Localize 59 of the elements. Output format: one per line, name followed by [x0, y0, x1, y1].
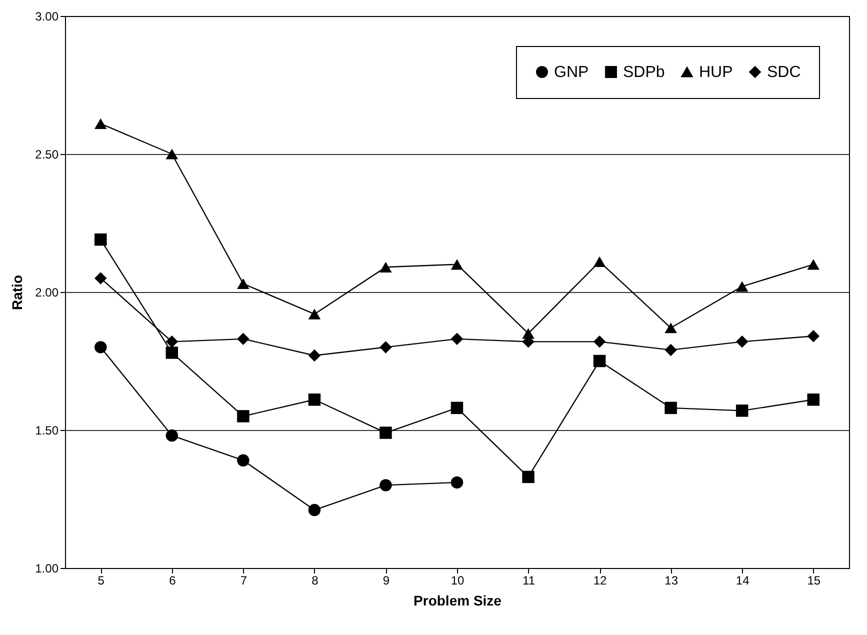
- point: [166, 336, 178, 348]
- x-tick-label: 8: [312, 574, 319, 588]
- point: [166, 346, 178, 359]
- y-tick-label: 1.50: [35, 424, 59, 438]
- y-axis-title: Ratio: [9, 275, 26, 310]
- x-tick-label: 15: [807, 574, 821, 588]
- point: [736, 281, 748, 292]
- legend-label: SDPb: [623, 64, 665, 81]
- point: [807, 394, 820, 406]
- point: [450, 259, 464, 270]
- point: [308, 308, 321, 320]
- point: [664, 344, 677, 356]
- x-axis-title: Problem Size: [414, 592, 502, 608]
- point: [593, 336, 606, 348]
- x-tick-label: 13: [664, 574, 678, 588]
- point: [94, 341, 107, 354]
- x-tick-label: 6: [169, 574, 176, 588]
- point: [593, 354, 606, 368]
- point: [237, 410, 250, 422]
- point: [664, 322, 677, 334]
- point: [450, 332, 464, 346]
- y-tick-label: 2.00: [35, 286, 59, 300]
- x-tick-label: 9: [382, 574, 390, 588]
- x-tick-label: 10: [450, 574, 464, 588]
- point: [807, 330, 820, 342]
- point: [308, 504, 321, 516]
- point: [308, 349, 321, 362]
- x-tick-label: 5: [98, 574, 105, 588]
- x-tick-label: 11: [522, 574, 536, 588]
- point: [237, 454, 250, 466]
- point: [94, 272, 107, 284]
- point: [166, 429, 178, 442]
- x-tick-label: 12: [593, 574, 608, 588]
- point: [237, 278, 250, 290]
- y-tick-label: 1.00: [35, 562, 59, 576]
- point: [593, 256, 606, 267]
- legend-label: GNP: [554, 64, 589, 81]
- point: [380, 479, 392, 492]
- legend-label: HUP: [699, 64, 733, 81]
- point: [450, 402, 464, 414]
- point: [522, 470, 534, 484]
- point: [736, 404, 748, 417]
- point: [237, 332, 250, 346]
- point: [380, 341, 392, 354]
- x-tick-label: 7: [240, 574, 248, 588]
- point: [380, 262, 392, 272]
- point: [380, 426, 392, 439]
- point: [94, 233, 107, 246]
- point: [166, 148, 178, 160]
- y-tick-label: 3.00: [35, 10, 59, 24]
- point: [736, 336, 748, 348]
- point: [807, 259, 820, 270]
- point: [664, 402, 677, 414]
- point: [94, 118, 107, 129]
- legend-label: SDC: [767, 64, 801, 81]
- x-tick-label: 14: [736, 574, 750, 588]
- y-tick-label: 2.50: [35, 148, 59, 162]
- point: [450, 476, 464, 489]
- point: [308, 394, 321, 406]
